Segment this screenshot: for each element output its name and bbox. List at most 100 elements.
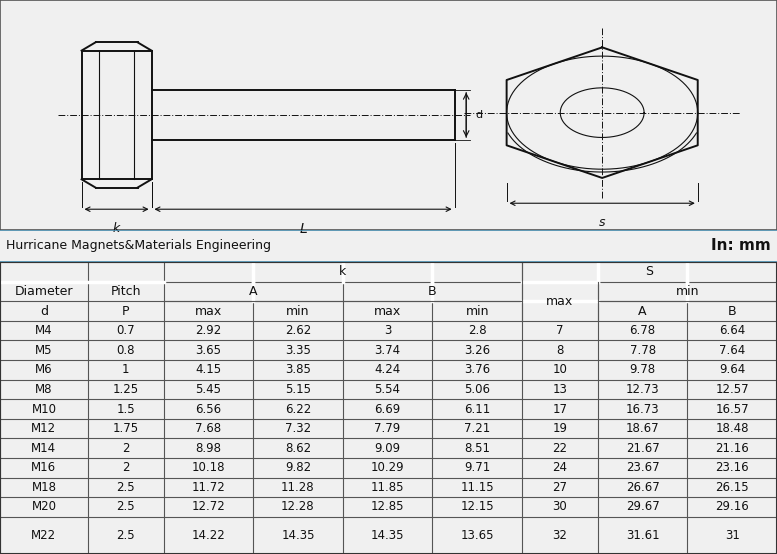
Text: 16.57: 16.57 bbox=[716, 403, 749, 416]
Text: 12.15: 12.15 bbox=[461, 500, 494, 514]
Text: 12.72: 12.72 bbox=[191, 500, 225, 514]
Text: 8.98: 8.98 bbox=[195, 442, 221, 455]
Text: A: A bbox=[249, 285, 257, 298]
Text: 10.29: 10.29 bbox=[371, 461, 404, 474]
Text: M14: M14 bbox=[31, 442, 57, 455]
Text: M5: M5 bbox=[35, 343, 53, 357]
Text: A: A bbox=[639, 305, 646, 317]
Text: 0.8: 0.8 bbox=[117, 343, 135, 357]
Text: 8.51: 8.51 bbox=[464, 442, 490, 455]
Text: 12.57: 12.57 bbox=[716, 383, 749, 396]
Text: Diameter: Diameter bbox=[15, 285, 73, 298]
Text: 5.45: 5.45 bbox=[195, 383, 221, 396]
Text: 14.35: 14.35 bbox=[371, 529, 404, 542]
Text: 13: 13 bbox=[552, 383, 567, 396]
Text: 3.85: 3.85 bbox=[285, 363, 311, 376]
Text: 7.78: 7.78 bbox=[629, 343, 656, 357]
Text: 1.5: 1.5 bbox=[117, 403, 135, 416]
Text: 18.48: 18.48 bbox=[716, 422, 749, 435]
Text: max: max bbox=[195, 305, 222, 317]
Text: 4.24: 4.24 bbox=[375, 363, 401, 376]
Text: 2: 2 bbox=[122, 461, 130, 474]
Text: 5.06: 5.06 bbox=[464, 383, 490, 396]
Text: 7.68: 7.68 bbox=[195, 422, 221, 435]
Text: 3.35: 3.35 bbox=[285, 343, 311, 357]
Text: M20: M20 bbox=[31, 500, 57, 514]
Text: 5.54: 5.54 bbox=[375, 383, 401, 396]
Text: In: mm: In: mm bbox=[711, 238, 771, 254]
Text: 0.7: 0.7 bbox=[117, 324, 135, 337]
Text: 6.64: 6.64 bbox=[719, 324, 745, 337]
Text: 16.73: 16.73 bbox=[625, 403, 660, 416]
Text: 21.16: 21.16 bbox=[716, 442, 749, 455]
Text: Pitch: Pitch bbox=[110, 285, 141, 298]
Text: 2.8: 2.8 bbox=[468, 324, 486, 337]
Text: 26.67: 26.67 bbox=[625, 481, 660, 494]
Text: 6.11: 6.11 bbox=[464, 403, 490, 416]
Text: min: min bbox=[286, 305, 310, 317]
Text: M8: M8 bbox=[35, 383, 53, 396]
Text: 23.67: 23.67 bbox=[625, 461, 660, 474]
Text: M6: M6 bbox=[35, 363, 53, 376]
Text: M12: M12 bbox=[31, 422, 57, 435]
Text: M18: M18 bbox=[31, 481, 57, 494]
Text: B: B bbox=[728, 305, 737, 317]
Text: d: d bbox=[40, 305, 48, 317]
Text: 12.73: 12.73 bbox=[625, 383, 660, 396]
Text: 8: 8 bbox=[556, 343, 563, 357]
Text: M16: M16 bbox=[31, 461, 57, 474]
Text: 7.21: 7.21 bbox=[464, 422, 490, 435]
Text: 1: 1 bbox=[122, 363, 130, 376]
Text: 11.85: 11.85 bbox=[371, 481, 404, 494]
Text: L: L bbox=[299, 222, 307, 236]
Text: 3.74: 3.74 bbox=[375, 343, 401, 357]
Text: 6.78: 6.78 bbox=[629, 324, 656, 337]
Text: 24: 24 bbox=[552, 461, 567, 474]
Text: 9.64: 9.64 bbox=[719, 363, 745, 376]
Text: 14.35: 14.35 bbox=[281, 529, 315, 542]
Text: 6.22: 6.22 bbox=[285, 403, 311, 416]
Text: M4: M4 bbox=[35, 324, 53, 337]
Text: S: S bbox=[646, 265, 653, 278]
Text: 10: 10 bbox=[552, 363, 567, 376]
Text: M22: M22 bbox=[31, 529, 57, 542]
Text: 9.82: 9.82 bbox=[285, 461, 311, 474]
Text: 3: 3 bbox=[384, 324, 392, 337]
Text: 2: 2 bbox=[122, 442, 130, 455]
Text: 2.5: 2.5 bbox=[117, 481, 135, 494]
Text: 7: 7 bbox=[556, 324, 563, 337]
Text: 13.65: 13.65 bbox=[461, 529, 494, 542]
Text: 7.32: 7.32 bbox=[285, 422, 311, 435]
Text: 2.62: 2.62 bbox=[285, 324, 311, 337]
Text: 11.72: 11.72 bbox=[191, 481, 225, 494]
Text: 12.28: 12.28 bbox=[281, 500, 315, 514]
Text: 7.64: 7.64 bbox=[719, 343, 745, 357]
Text: 26.15: 26.15 bbox=[716, 481, 749, 494]
Text: 6.56: 6.56 bbox=[195, 403, 221, 416]
Text: max: max bbox=[374, 305, 401, 317]
Text: k: k bbox=[339, 265, 347, 278]
Text: 10.18: 10.18 bbox=[192, 461, 225, 474]
Text: 22: 22 bbox=[552, 442, 567, 455]
Text: 12.85: 12.85 bbox=[371, 500, 404, 514]
Text: 30: 30 bbox=[552, 500, 567, 514]
Text: 29.67: 29.67 bbox=[625, 500, 660, 514]
Text: M10: M10 bbox=[31, 403, 57, 416]
Text: 5.15: 5.15 bbox=[285, 383, 311, 396]
Text: d: d bbox=[476, 110, 483, 120]
Text: 31.61: 31.61 bbox=[625, 529, 660, 542]
Text: 11.28: 11.28 bbox=[281, 481, 315, 494]
Text: 27: 27 bbox=[552, 481, 567, 494]
Text: 32: 32 bbox=[552, 529, 567, 542]
Text: P: P bbox=[122, 305, 130, 317]
Text: 31: 31 bbox=[725, 529, 740, 542]
Text: B: B bbox=[428, 285, 437, 298]
Text: 6.69: 6.69 bbox=[375, 403, 401, 416]
Text: 29.16: 29.16 bbox=[716, 500, 749, 514]
Text: 17: 17 bbox=[552, 403, 567, 416]
Text: 1.25: 1.25 bbox=[113, 383, 139, 396]
Text: 3.65: 3.65 bbox=[195, 343, 221, 357]
Text: 9.09: 9.09 bbox=[375, 442, 401, 455]
Text: 23.16: 23.16 bbox=[716, 461, 749, 474]
Text: 11.15: 11.15 bbox=[461, 481, 494, 494]
